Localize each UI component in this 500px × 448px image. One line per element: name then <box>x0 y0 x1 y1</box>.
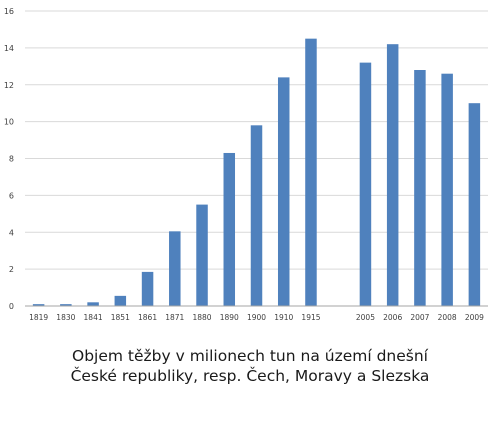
bar-2005 <box>359 62 372 306</box>
x-axis-tick-labels: 1819 1830 1841 1851 1861 1871 1880 1890 1900 1910… <box>29 313 484 322</box>
y-tick-label: 12 <box>4 81 14 90</box>
bar-1830 <box>60 304 72 306</box>
bars <box>32 38 481 306</box>
caption-line-2: České republiky, resp. Čech, Moravy a Sl… <box>70 367 430 385</box>
bar-1890 <box>223 152 236 306</box>
x-tick-label: 2005 <box>356 313 375 322</box>
x-tick-label: 2008 <box>438 313 457 322</box>
y-tick-label: 14 <box>4 44 14 53</box>
bar-1819 <box>32 304 45 306</box>
y-axis-tick-labels: 0 2 4 6 8 10 12 14 16 <box>4 7 14 311</box>
y-tick-label: 0 <box>9 302 14 311</box>
y-tick-label: 16 <box>4 7 14 16</box>
bar-1851 <box>114 295 127 306</box>
bar-2009 <box>468 103 481 306</box>
bar-1871 <box>169 231 181 306</box>
y-tick-label: 10 <box>4 118 14 127</box>
x-tick-label: 1890 <box>220 313 239 322</box>
bar-2006 <box>386 44 399 306</box>
x-tick-label: 1915 <box>301 313 320 322</box>
bar-1861 <box>141 271 154 306</box>
x-tick-label: 1871 <box>165 313 184 322</box>
x-tick-label: 2009 <box>465 313 484 322</box>
caption-line-1: Objem těžby v milionech tun na území dne… <box>72 347 428 365</box>
x-tick-label: 1819 <box>29 313 48 322</box>
bar-1900 <box>250 125 263 306</box>
x-tick-label: 1900 <box>247 313 266 322</box>
x-tick-label: 1880 <box>192 313 211 322</box>
x-tick-label: 2007 <box>410 313 429 322</box>
bar-2007 <box>414 70 426 306</box>
bar-2008 <box>441 73 453 306</box>
y-tick-label: 6 <box>9 191 14 200</box>
x-tick-label: 1851 <box>111 313 130 322</box>
chart-caption: Objem těžby v milionech tun na území dne… <box>0 346 500 386</box>
y-tick-label: 4 <box>9 228 14 237</box>
y-tick-label: 2 <box>9 265 14 274</box>
y-tick-label: 8 <box>9 155 14 164</box>
bar-1841 <box>87 302 99 306</box>
x-tick-label: 1841 <box>84 313 103 322</box>
x-tick-label: 1830 <box>56 313 75 322</box>
x-tick-label: 1910 <box>274 313 293 322</box>
bar-1910 <box>277 77 290 306</box>
x-tick-label: 1861 <box>138 313 157 322</box>
bar-1915 <box>305 38 317 306</box>
x-tick-label: 2006 <box>383 313 402 322</box>
bar-1880 <box>196 204 208 306</box>
